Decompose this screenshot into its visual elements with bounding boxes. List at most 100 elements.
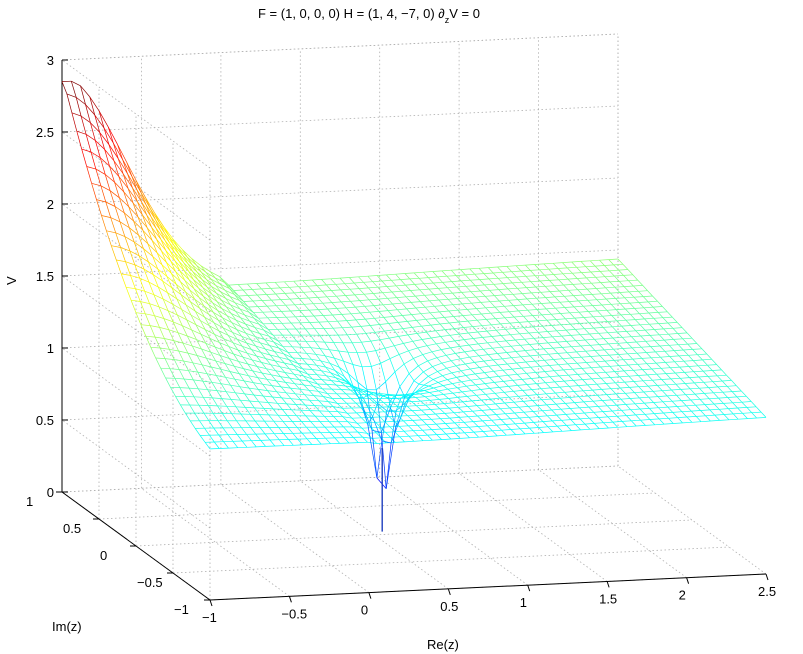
mesh-segment	[620, 314, 627, 321]
mesh-segment	[485, 404, 492, 410]
mesh-segment	[490, 397, 500, 400]
mesh-segment	[218, 319, 228, 326]
mesh-segment	[717, 375, 723, 382]
mesh-segment	[555, 391, 565, 394]
mesh-segment	[593, 411, 603, 413]
mesh-segment	[491, 419, 502, 421]
mesh-segment	[288, 359, 294, 366]
mesh-segment	[475, 296, 482, 303]
mesh-segment	[203, 305, 214, 313]
mesh-segment	[506, 266, 512, 272]
mesh-segment	[295, 393, 301, 400]
mesh-segment	[201, 279, 212, 287]
mesh-segment	[223, 441, 229, 449]
mesh-segment	[155, 357, 162, 369]
mesh-segment	[234, 294, 244, 302]
mesh-segment	[466, 385, 472, 391]
mesh-segment	[506, 351, 516, 353]
mesh-segment	[620, 398, 631, 400]
mesh-segment	[474, 273, 484, 275]
mesh-segment	[361, 340, 371, 343]
mesh-segment	[686, 404, 696, 407]
mesh-segment	[211, 294, 222, 301]
mesh-segment	[247, 363, 253, 372]
mesh-segment	[162, 280, 173, 289]
mesh-segment	[688, 354, 698, 356]
mesh-segment	[391, 290, 402, 293]
mesh-segment	[297, 352, 303, 359]
mesh-segment	[157, 286, 164, 300]
mesh-segment	[535, 371, 545, 373]
mesh-segment	[616, 319, 626, 322]
mesh-segment	[182, 249, 192, 259]
mesh-segment	[312, 290, 323, 293]
mesh-segment	[444, 328, 455, 330]
mesh-segment	[483, 360, 489, 367]
mesh-segment	[640, 335, 646, 342]
mesh-segment	[439, 323, 446, 330]
mesh-segment	[386, 285, 397, 287]
mesh-segment	[555, 307, 565, 309]
mesh-segment	[280, 299, 286, 306]
mesh-segment	[590, 259, 600, 262]
mesh-segment	[400, 291, 407, 298]
mesh-segment	[518, 310, 524, 317]
mesh-segment	[421, 324, 431, 327]
mesh-segment	[574, 401, 584, 403]
mesh-segment	[553, 370, 560, 377]
mesh-segment	[261, 362, 267, 369]
mesh-segment	[662, 316, 673, 319]
mesh-segment	[460, 358, 466, 365]
mesh-segment	[741, 401, 748, 408]
mesh-segment	[638, 290, 648, 292]
mesh-segment	[217, 420, 224, 429]
mesh-segment	[678, 355, 685, 362]
mesh-segment	[515, 433, 526, 435]
mesh-segment	[504, 402, 510, 409]
mesh-segment	[233, 353, 244, 358]
mesh-segment	[333, 327, 343, 329]
mesh-segment	[378, 297, 388, 300]
mesh-segment	[411, 314, 417, 321]
mesh-segment	[286, 403, 292, 411]
mesh-segment	[565, 402, 575, 404]
mesh-segment	[456, 375, 466, 378]
mesh-segment	[477, 414, 487, 417]
mesh-segment	[686, 332, 693, 339]
mesh-segment	[481, 399, 487, 406]
mesh-segment	[341, 398, 347, 404]
mesh-segment	[394, 430, 405, 433]
mesh-segment	[306, 352, 316, 355]
mesh-segment	[327, 308, 333, 316]
mesh-segment	[444, 413, 450, 419]
mesh-segment	[430, 419, 437, 425]
mesh-segment	[382, 292, 388, 299]
mesh-segment	[308, 309, 315, 317]
mesh-segment	[419, 288, 429, 291]
mesh-segment	[380, 427, 386, 433]
mesh-segment	[585, 265, 596, 268]
mesh-segment	[484, 382, 495, 384]
mesh-segment	[116, 259, 126, 263]
mesh-segment	[317, 383, 323, 390]
mesh-segment	[409, 277, 420, 280]
mesh-segment	[594, 338, 604, 340]
mesh-segment	[326, 284, 332, 291]
mesh-segment	[472, 325, 483, 327]
mesh-segment	[514, 412, 520, 419]
mesh-segment	[416, 333, 423, 340]
mesh-segment	[363, 281, 373, 283]
mesh-segment	[469, 436, 479, 439]
mesh-segment	[311, 432, 317, 439]
mesh-segment	[85, 134, 96, 141]
mesh-segment	[216, 390, 227, 393]
mesh-segment	[480, 388, 490, 390]
mesh-segment	[442, 385, 449, 390]
mesh-segment	[640, 419, 646, 426]
mesh-segment	[582, 282, 592, 285]
mesh-segment	[615, 392, 626, 395]
mesh-segment	[200, 265, 207, 273]
mesh-segment	[550, 313, 557, 320]
mesh-segment	[524, 422, 530, 429]
mesh-segment	[522, 304, 528, 311]
